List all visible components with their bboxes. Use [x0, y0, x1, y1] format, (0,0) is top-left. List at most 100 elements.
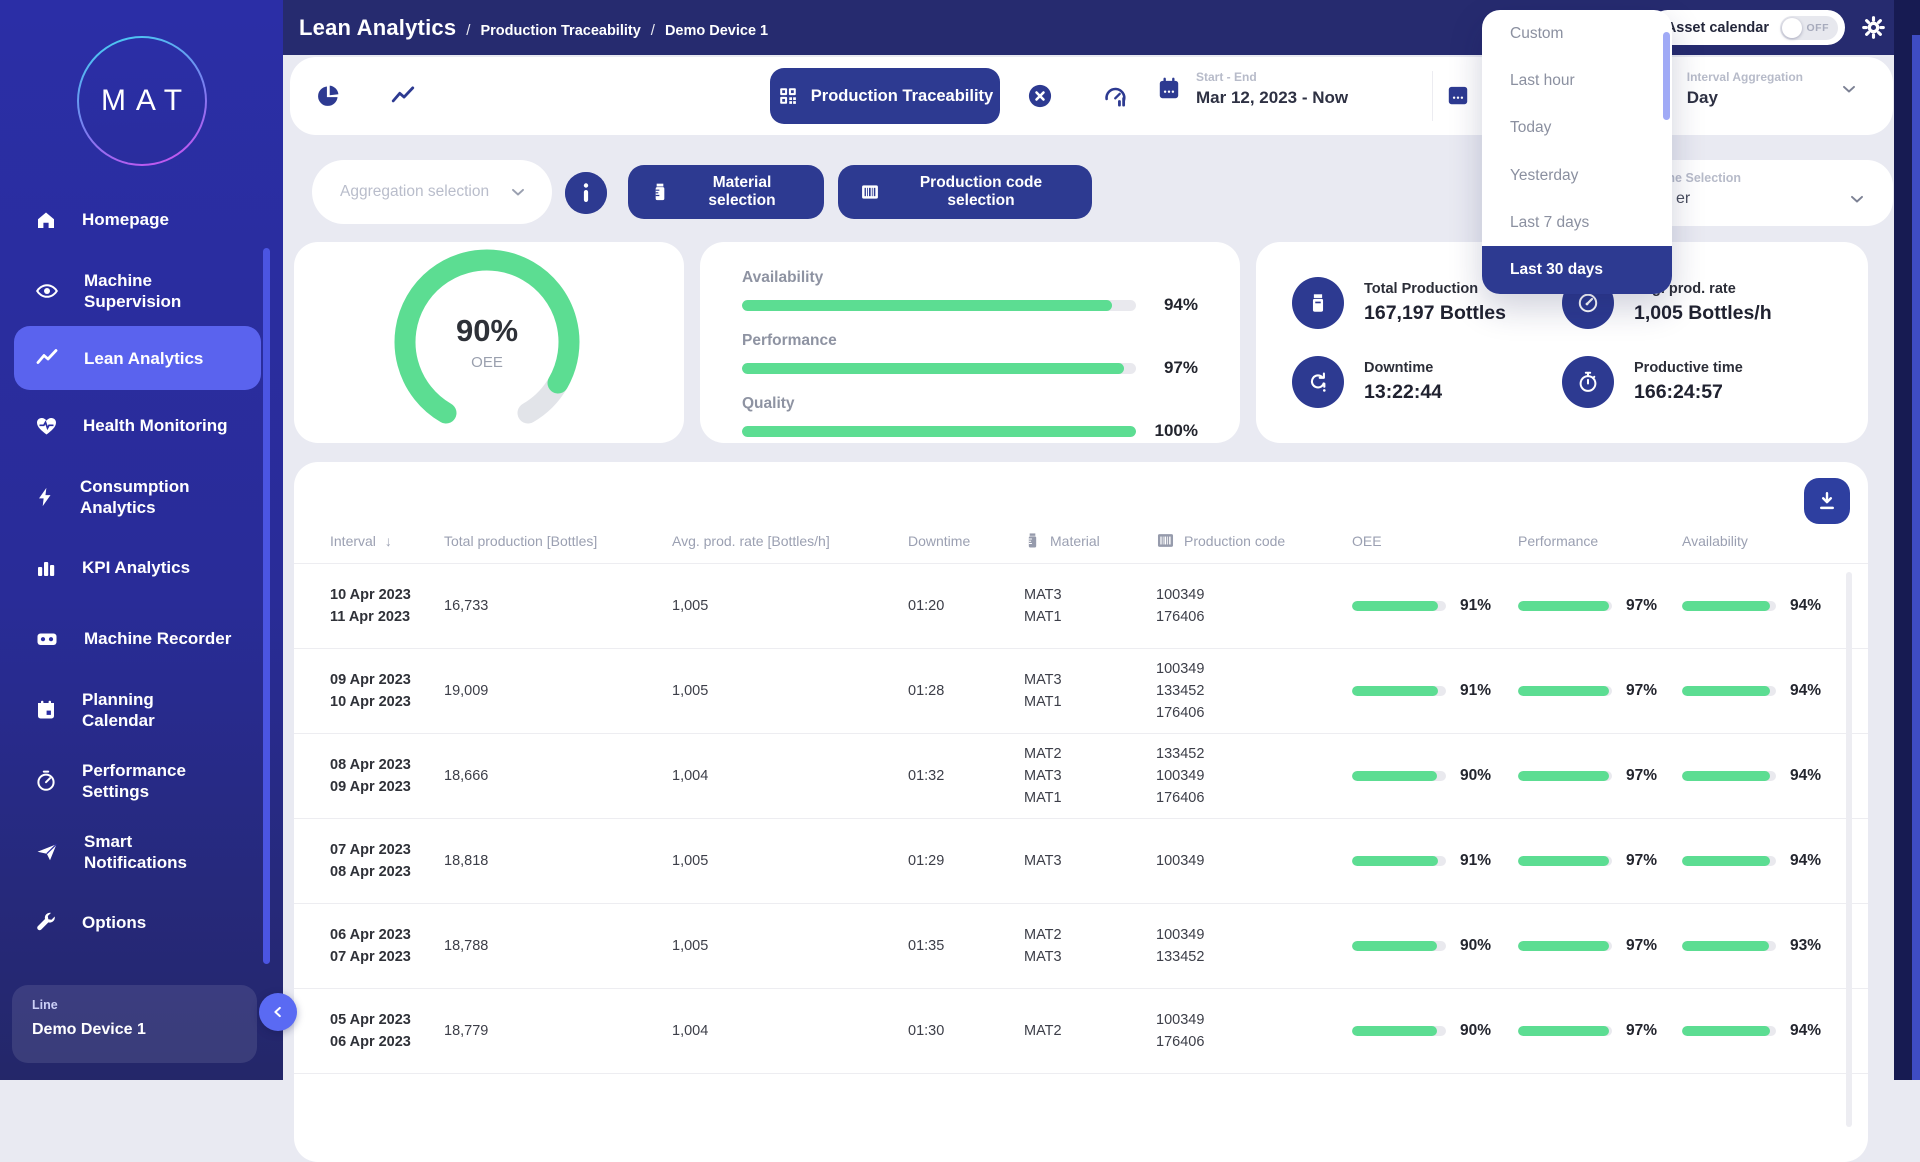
progress-track	[742, 426, 1136, 437]
aggregation-selection-dropdown[interactable]: Aggregation selection	[312, 160, 552, 224]
download-icon	[1816, 490, 1838, 512]
trend-view-button[interactable]	[375, 68, 431, 124]
page-scrollbar-thumb[interactable]	[1912, 35, 1920, 1080]
dropdown-scrollbar[interactable]	[1663, 32, 1670, 120]
sidebar-item-smart-notifications[interactable]: Smart Notifications	[0, 816, 283, 887]
sidebar-item-homepage[interactable]: Homepage	[0, 184, 283, 255]
material-selection-button[interactable]: Material selection	[628, 165, 824, 219]
dropdown-item-last-hour[interactable]: Last hour	[1482, 57, 1672, 104]
breadcrumb-demo-device[interactable]: Demo Device 1	[665, 23, 768, 39]
stat-downtime: Downtime 13:22:44	[1292, 352, 1562, 414]
chevron-left-icon	[269, 1003, 287, 1021]
settings-gear-icon[interactable]	[1861, 15, 1886, 40]
production-code-selection-button[interactable]: Production code selection	[838, 165, 1092, 219]
calendar-icon	[34, 698, 58, 722]
home-icon	[34, 208, 58, 232]
quality-bar-group: Quality 100%	[742, 395, 1198, 441]
page-scrollbar-track[interactable]	[1894, 0, 1920, 1080]
material-icon	[650, 182, 670, 202]
column-header-downtime: Downtime	[908, 533, 1024, 549]
toggle-knob	[1782, 18, 1802, 38]
toggle-state-label: OFF	[1807, 22, 1830, 34]
clear-selection-button[interactable]	[1012, 68, 1068, 124]
toolbar-divider	[1432, 71, 1433, 121]
sidebar-item-consumption-analytics[interactable]: Consumption Analytics	[0, 461, 283, 532]
dropdown-item-last-30-days[interactable]: Last 30 days	[1482, 246, 1672, 293]
wrench-icon	[34, 911, 58, 935]
pie-chart-view-button[interactable]	[300, 68, 356, 124]
column-header-production-code: Production code	[1156, 531, 1352, 550]
barcode-icon	[860, 182, 880, 202]
table-row: 08 Apr 202309 Apr 2023 18,666 1,004 01:3…	[294, 734, 1868, 819]
info-icon	[565, 172, 607, 214]
table-row: 06 Apr 202307 Apr 2023 18,788 1,005 01:3…	[294, 904, 1868, 989]
tab-production-traceability[interactable]: Production Traceability	[770, 68, 1000, 124]
dropdown-item-last-7-days[interactable]: Last 7 days	[1482, 199, 1672, 246]
sidebar-item-machine-recorder[interactable]: Machine Recorder	[0, 603, 283, 674]
sidebar-collapse-button[interactable]	[259, 993, 297, 1031]
gauge-icon	[34, 769, 58, 793]
asset-calendar-label: Asset calendar	[1666, 20, 1769, 36]
secondary-calendar-button[interactable]	[1445, 82, 1471, 108]
interval-aggregation-select[interactable]: Interval Aggregation Day	[1647, 70, 1859, 108]
download-button[interactable]	[1804, 478, 1850, 524]
heart-pulse-icon	[34, 414, 59, 438]
interval-aggregation-label: Interval Aggregation	[1687, 70, 1803, 84]
sidebar-scrollbar[interactable]	[263, 248, 270, 964]
gauge-label: OEE	[471, 354, 503, 371]
sidebar-item-health-monitoring[interactable]: Health Monitoring	[0, 390, 283, 461]
breadcrumb-production-traceability[interactable]: Production Traceability	[480, 23, 640, 39]
oee-components-card: Availability 94% Performance 97% Quality…	[700, 242, 1240, 443]
trend-icon	[390, 83, 416, 109]
column-header-performance: Performance	[1518, 533, 1682, 549]
sidebar-item-machine-supervision[interactable]: Machine Supervision	[0, 255, 283, 326]
barcode-icon	[1156, 531, 1175, 550]
sort-down-icon[interactable]: ↓	[385, 533, 392, 549]
column-header-interval[interactable]: Interval ↓	[330, 533, 444, 549]
sidebar-item-planning-calendar[interactable]: Planning Calendar	[0, 674, 283, 745]
dropdown-item-today[interactable]: Today	[1482, 105, 1672, 152]
info-button[interactable]	[565, 172, 607, 214]
gauge-value: 90%	[456, 313, 518, 349]
date-range-picker[interactable]: Start - End Mar 12, 2023 - Now	[1156, 70, 1348, 108]
mat-logo: MAT	[77, 36, 207, 166]
trend-icon	[34, 346, 60, 370]
chevron-down-icon	[1839, 79, 1859, 99]
table-row: 05 Apr 202306 Apr 2023 18,779 1,004 01:3…	[294, 989, 1868, 1074]
machine-selection-value: er	[1676, 190, 1690, 208]
sidebar-item-performance-settings[interactable]: Performance Settings	[0, 745, 283, 816]
column-header-avg-prod-rate: Avg. prod. rate [Bottles/h]	[672, 533, 908, 549]
asset-calendar-toggle[interactable]: OFF	[1780, 16, 1838, 40]
breadcrumb-separator: /	[651, 22, 655, 39]
column-header-material: Material	[1024, 532, 1156, 549]
table-scrollbar[interactable]	[1846, 572, 1852, 1127]
progress-fill	[742, 426, 1136, 437]
tab-label: Production Traceability	[811, 87, 993, 106]
dropdown-item-yesterday[interactable]: Yesterday	[1482, 152, 1672, 199]
traceability-table-card: Interval ↓ Total production [Bottles] Av…	[294, 462, 1868, 1162]
stat-productive-time: Productive time 166:24:57	[1562, 352, 1832, 414]
progress-fill	[742, 363, 1124, 374]
sidebar-item-kpi-analytics[interactable]: KPI Analytics	[0, 532, 283, 603]
bar-chart-icon	[34, 556, 58, 580]
qr-code-icon	[777, 85, 799, 107]
gauge-chart-view-button[interactable]	[1087, 68, 1143, 124]
table-row: 09 Apr 202310 Apr 2023 19,009 1,005 01:2…	[294, 649, 1868, 734]
sidebar-item-options[interactable]: Options	[0, 887, 283, 958]
paper-plane-icon	[34, 840, 60, 864]
gauge-chart-icon	[1101, 82, 1129, 110]
dropdown-item-custom[interactable]: Custom	[1482, 10, 1672, 57]
oee-gauge-card: 90% OEE	[294, 242, 684, 443]
recorder-icon	[34, 627, 60, 651]
performance-bar-group: Performance 97%	[742, 332, 1198, 378]
bottle-icon	[1292, 277, 1344, 329]
date-picker-value: Mar 12, 2023 - Now	[1196, 88, 1348, 108]
aggregation-placeholder: Aggregation selection	[340, 183, 489, 201]
calendar-dots-icon	[1156, 76, 1182, 102]
device-panel[interactable]: Line Demo Device 1	[12, 985, 257, 1063]
availability-bar-group: Availability 94%	[742, 269, 1198, 315]
sidebar-item-lean-analytics[interactable]: Lean Analytics	[14, 326, 261, 390]
interval-aggregation-value: Day	[1687, 88, 1803, 108]
table-row: 07 Apr 202308 Apr 2023 18,818 1,005 01:2…	[294, 819, 1868, 904]
downtime-arrow-icon	[1292, 356, 1344, 408]
